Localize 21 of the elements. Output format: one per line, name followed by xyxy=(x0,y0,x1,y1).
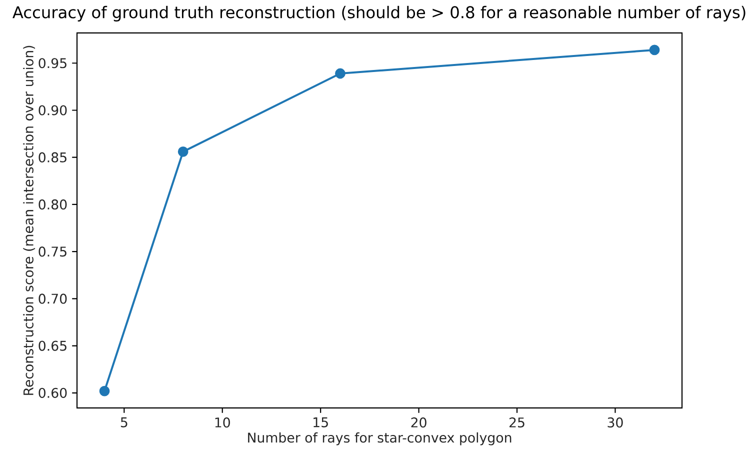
x-axis-title: Number of rays for star-convex polygon xyxy=(248,432,512,446)
x-tick-label: 20 xyxy=(411,417,426,428)
y-axis-title: Reconstruction score (mean intersection over union) xyxy=(23,46,36,395)
y-tick-label: 0.90 xyxy=(38,105,67,116)
y-tick-label: 0.95 xyxy=(38,58,66,68)
y-tick-label: 0.60 xyxy=(38,388,67,398)
point xyxy=(649,44,660,56)
x-tick-label: 10 xyxy=(215,417,230,428)
y-tick-label: 0.75 xyxy=(38,246,66,257)
x-tick-label: 5 xyxy=(120,417,128,428)
x-tick-label: 25 xyxy=(510,417,524,428)
chart-title: Accuracy of ground truth reconstruction (should be > 0.8 for a reasonable number of rays) xyxy=(12,6,746,22)
x-tick-label: 15 xyxy=(314,417,328,428)
point xyxy=(335,68,346,79)
point xyxy=(99,386,110,396)
y-tick-label: 0.65 xyxy=(38,340,66,351)
x-tick-label: 30 xyxy=(608,417,623,428)
point xyxy=(178,146,188,157)
y-tick-label: 0.70 xyxy=(38,294,67,304)
y-tick-label: 0.80 xyxy=(38,199,67,210)
y-tick-label: 0.85 xyxy=(38,152,66,162)
